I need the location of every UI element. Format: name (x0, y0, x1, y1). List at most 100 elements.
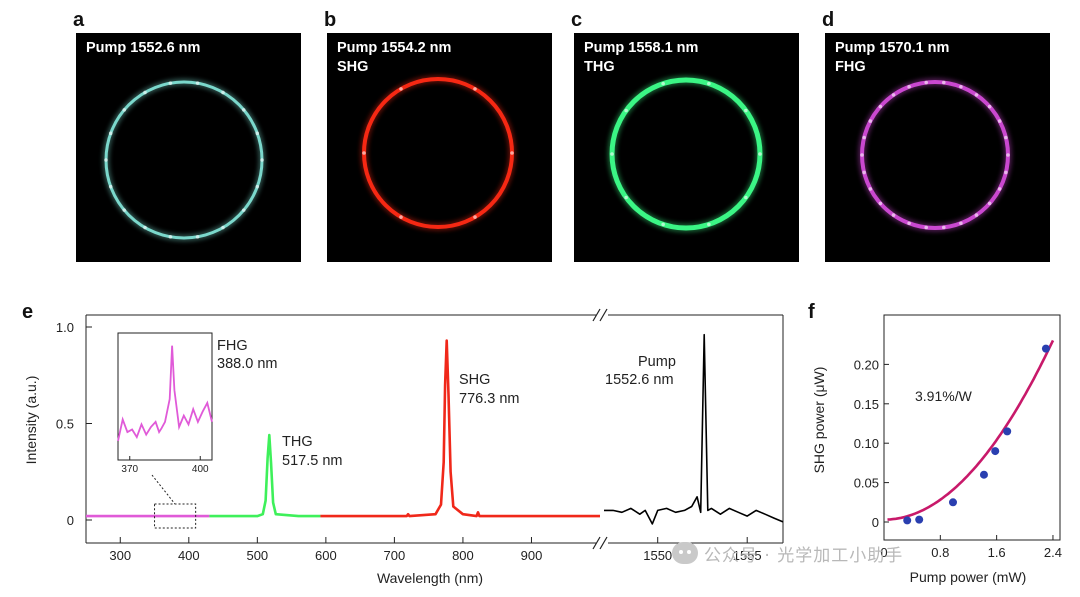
f-fit-curve (887, 339, 1055, 521)
micrograph-c: Pump 1558.1 nm THG (574, 33, 799, 262)
annotation-shg-wavelength: 776.3 nm (459, 391, 519, 407)
e-xtick-label: 700 (384, 548, 406, 563)
ring-speckle (758, 152, 762, 156)
xlabel-f: Pump power (mW) (910, 569, 1027, 585)
inset-fhg-trace (117, 345, 213, 442)
ring-speckle (707, 222, 711, 227)
ring-speckle (987, 104, 992, 109)
spectrum-plot: 0 0.5 1.0 300 400 500 600 700 800 900 1550 1555 (56, 308, 784, 563)
f-data-point (903, 516, 912, 525)
xlabel-e: Wavelength (nm) (377, 570, 483, 586)
ring-speckle (974, 213, 979, 217)
ring-speckle (661, 81, 665, 86)
ring-speckle (221, 90, 225, 95)
ring-speckle (862, 170, 866, 175)
f-xtick-label: 0.8 (931, 545, 949, 560)
ring-speckle (907, 221, 911, 226)
ring-speckle (744, 108, 748, 113)
micrograph-b-label: Pump 1554.2 nm SHG (337, 39, 451, 77)
e-xtick-label: 500 (246, 548, 268, 563)
e-break-bottom-slash-left (592, 536, 601, 550)
ring-speckle (624, 195, 628, 200)
f-data-point (948, 498, 957, 507)
f-ytick-label: 0.15 (854, 397, 879, 412)
ring-speckle (860, 153, 864, 157)
annotation-fhg-wavelength: 388.0 nm (217, 356, 277, 372)
panel-letter-b: b (324, 9, 337, 31)
micrograph-b-pump: Pump 1554.2 nm (337, 40, 452, 56)
micrograph-c-pump: Pump 1558.1 nm (584, 40, 699, 56)
panel-letter-a: a (73, 9, 85, 31)
micrograph-c-harmonic: THG (584, 59, 615, 75)
ring-speckle (473, 215, 477, 219)
panel-letter-f: f (808, 301, 815, 323)
ring-speckle (974, 93, 979, 97)
ring-speckle (399, 87, 403, 91)
e-xtick-label: 1550 (643, 548, 672, 563)
ring-speckle (1004, 170, 1008, 175)
micrograph-d-pump: Pump 1570.1 nm (835, 40, 950, 56)
ring-speckle (143, 225, 147, 230)
ring-speckle (878, 201, 883, 206)
f-data-point (979, 470, 988, 479)
ring-speckle (868, 187, 873, 191)
e-break-top-slash-left (592, 308, 601, 322)
ring-speckle (362, 151, 366, 155)
f-xtick-label: 1.6 (988, 545, 1006, 560)
ring-speckle (108, 184, 113, 189)
ring-speckle (108, 131, 113, 136)
ring-speckle (122, 208, 127, 212)
ring-speckle (868, 119, 873, 123)
ring-speckle (260, 158, 264, 162)
micrograph-a-label: Pump 1552.6 nm (86, 39, 200, 58)
f-ytick-label: 0.20 (854, 357, 879, 372)
ring-speckle (255, 131, 260, 136)
ring-speckle (168, 235, 173, 239)
ring-speckle (744, 195, 748, 200)
ring-speckle (168, 81, 173, 85)
f-frame (883, 314, 1061, 541)
annotation-thg-name: THG (282, 434, 313, 450)
e-xtick-label: 300 (109, 548, 131, 563)
f-data-point (1041, 344, 1050, 353)
annotation-pump-wavelength: 1552.6 nm (605, 372, 674, 388)
micrograph-d: Pump 1570.1 nm FHG (825, 33, 1050, 262)
ring-speckle (473, 87, 477, 91)
ring-speckle (941, 225, 946, 230)
ring-speckle (707, 81, 711, 86)
ring-speckle (1004, 135, 1008, 140)
annotation-fhg-name: FHG (217, 338, 248, 354)
ring-speckle (122, 108, 127, 112)
shg-trace (320, 339, 600, 518)
ring-speckle (878, 104, 883, 109)
ring-speckle (143, 90, 147, 95)
fhg-zoom-leader (151, 474, 176, 505)
micrograph-c-label: Pump 1558.1 nm THG (584, 39, 698, 77)
e-xtick-label: 400 (178, 548, 200, 563)
micrograph-b: Pump 1554.2 nm SHG (327, 33, 552, 262)
ring-speckle (862, 135, 866, 140)
e-ytick-label: 1.0 (56, 320, 74, 335)
ring-image-c (607, 75, 765, 233)
ring-image-b (360, 75, 516, 231)
ring-speckle (891, 213, 896, 217)
micrograph-d-label: Pump 1570.1 nm FHG (835, 39, 949, 77)
e-break-bottom-slash-right (599, 536, 608, 550)
f-xtick-label: 0 (880, 545, 887, 560)
panel-letter-c: c (571, 9, 583, 31)
annotation-shg-name: SHG (459, 372, 490, 388)
thg-trace (209, 433, 321, 518)
ring-speckle (891, 93, 896, 97)
ring-image-a (102, 78, 266, 242)
ring-speckle (195, 81, 200, 85)
f-data-point (915, 515, 924, 524)
ring-speckle (241, 208, 246, 212)
e-xtick-label: 1555 (733, 548, 762, 563)
e-ytick-label: 0 (67, 513, 74, 528)
inset-frame (117, 332, 213, 461)
ring-speckle (924, 80, 929, 85)
e-break-top-slash-right (599, 308, 608, 322)
annotation-efficiency: 3.91%/W (915, 388, 973, 404)
